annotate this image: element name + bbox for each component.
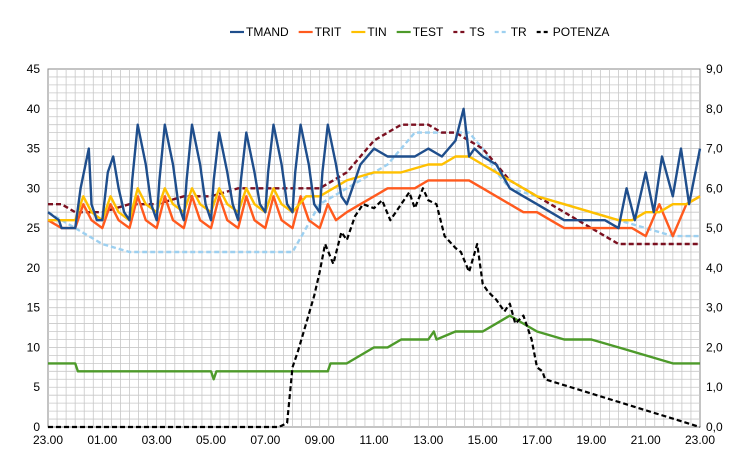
y-tick-label: 25 — [27, 221, 41, 235]
y-tick-label: 30 — [27, 181, 41, 195]
y-tick-label: 15 — [27, 301, 41, 315]
y2-tick-label: 8,0 — [706, 102, 723, 116]
y-tick-label: 5 — [33, 380, 40, 394]
series-line-tin — [48, 155, 701, 222]
y-tick-label: 10 — [27, 340, 41, 354]
y2-tick-label: 0,0 — [706, 420, 723, 434]
x-tick-label: 23.00 — [33, 433, 63, 447]
y2-tick-label: 9,0 — [706, 62, 723, 76]
y2-tick-label: 2,0 — [706, 340, 723, 354]
series-line-potenza — [48, 187, 701, 429]
x-tick-label: 13.00 — [413, 433, 443, 447]
legend-label-tin: TIN — [367, 25, 386, 39]
x-tick-label: 21.00 — [631, 433, 661, 447]
x-tick-label: 15.00 — [468, 433, 498, 447]
y-tick-label: 20 — [27, 261, 41, 275]
legend-label-tr: TR — [511, 25, 527, 39]
legend-label-trit: TRIT — [315, 25, 342, 39]
x-tick-label: 07.00 — [250, 433, 280, 447]
legend-label-potenza: POTENZA — [553, 25, 610, 39]
y-tick-label: 35 — [27, 142, 41, 156]
x-tick-label: 09.00 — [305, 433, 335, 447]
x-tick-label: 05.00 — [196, 433, 226, 447]
legend-label-tmand: TMAND — [246, 25, 289, 39]
y2-tick-label: 7,0 — [706, 142, 723, 156]
y-tick-label: 0 — [33, 420, 40, 434]
x-tick-label: 23.00 — [685, 433, 715, 447]
y2-tick-label: 4,0 — [706, 261, 723, 275]
series-line-tmand — [47, 107, 702, 230]
y2-tick-label: 1,0 — [706, 380, 723, 394]
legend-label-test: TEST — [413, 25, 444, 39]
y-tick-label: 40 — [27, 102, 41, 116]
series-line-test — [48, 314, 700, 381]
legend-label-ts: TS — [469, 25, 484, 39]
y2-tick-label: 3,0 — [706, 301, 723, 315]
y-tick-label: 45 — [27, 62, 41, 76]
x-tick-label: 19.00 — [576, 433, 606, 447]
x-tick-label: 11.00 — [359, 433, 388, 447]
series-line-trit — [47, 179, 701, 238]
y2-tick-label: 6,0 — [706, 181, 723, 195]
x-tick-label: 17.00 — [522, 433, 552, 447]
y2-tick-label: 5,0 — [706, 221, 723, 235]
x-tick-label: 03.00 — [142, 433, 172, 447]
x-tick-label: 01.00 — [87, 433, 117, 447]
